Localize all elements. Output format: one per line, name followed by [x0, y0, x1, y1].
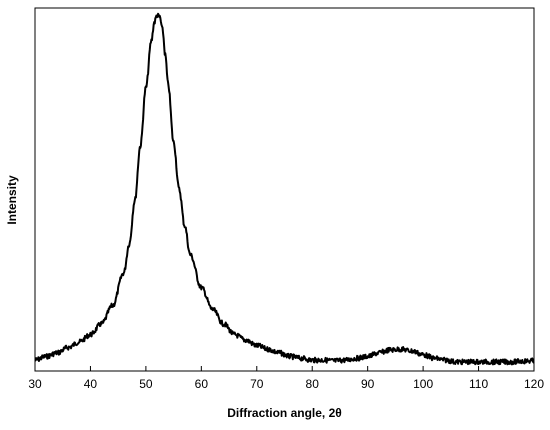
x-tick-label-120: 120: [524, 377, 544, 391]
x-tick-label-80: 80: [306, 377, 320, 391]
x-tick-label-90: 90: [361, 377, 375, 391]
x-tick-label-110: 110: [469, 377, 488, 391]
x-tick-label-100: 100: [413, 377, 433, 391]
x-tick-label-40: 40: [84, 377, 98, 391]
x-tick-label-70: 70: [250, 377, 264, 391]
series-line: [34, 12, 535, 366]
x-tick-label-50: 50: [139, 377, 153, 391]
x-axis-title: Diffraction angle, 2θ: [227, 406, 342, 420]
x-tick-label-60: 60: [195, 377, 209, 391]
x-axis-ticks: [34, 366, 535, 371]
plot-frame: [34, 7, 535, 372]
x-axis-tick-labels: 30 40 50 60 70 80 90 100 110 120: [28, 377, 544, 391]
x-tick-label-30: 30: [28, 377, 42, 391]
y-axis-title: Intensity: [5, 175, 19, 225]
